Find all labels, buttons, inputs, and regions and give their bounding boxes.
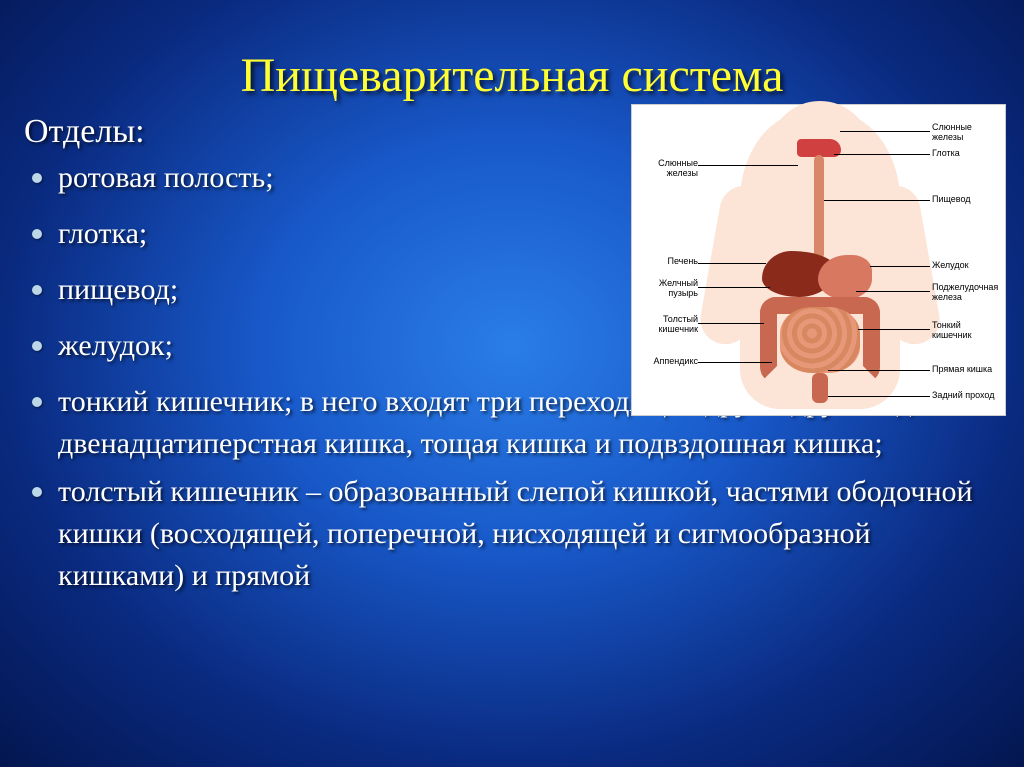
label-large-intestine: Толстый кишечник: [638, 315, 698, 335]
label-pharynx: Глотка: [932, 149, 1002, 159]
label-small-intestine: Тонкий кишечник: [932, 321, 1002, 341]
organ-rectum: [812, 373, 828, 403]
lead-line: [698, 323, 764, 324]
organ-small-intestine: [780, 307, 860, 373]
label-salivary-left: Слюнные железы: [638, 159, 698, 179]
lead-line: [840, 131, 930, 132]
lead-line: [828, 370, 930, 371]
label-stomach: Желудок: [932, 261, 1002, 271]
organ-stomach: [818, 255, 872, 299]
lead-line: [824, 200, 930, 201]
anatomy-diagram: Слюнные железы Печень Желчный пузырь Тол…: [631, 104, 1006, 416]
lead-line: [870, 266, 930, 267]
slide-title: Пищеварительная система: [0, 0, 1024, 103]
lead-line: [828, 396, 930, 397]
label-liver: Печень: [638, 257, 698, 267]
lead-line: [856, 291, 930, 292]
label-rectum: Прямая кишка: [932, 365, 1006, 375]
label-esophagus: Пищевод: [932, 195, 1002, 205]
label-anus: Задний проход: [932, 391, 1006, 401]
label-pancreas: Поджелудочная железа: [932, 283, 1006, 303]
lead-line: [698, 287, 770, 288]
lead-line: [858, 329, 930, 330]
lead-line: [698, 165, 798, 166]
label-salivary-right: Слюнные железы: [932, 123, 1002, 143]
lead-line: [698, 263, 766, 264]
label-appendix: Аппендикс: [638, 357, 698, 367]
lead-line: [834, 154, 930, 155]
lead-line: [698, 362, 772, 363]
organ-esophagus: [814, 155, 824, 259]
bullet-large-intestine: толстый кишечник – образованный слепой к…: [28, 471, 1024, 597]
label-gallbladder: Желчный пузырь: [638, 279, 698, 299]
